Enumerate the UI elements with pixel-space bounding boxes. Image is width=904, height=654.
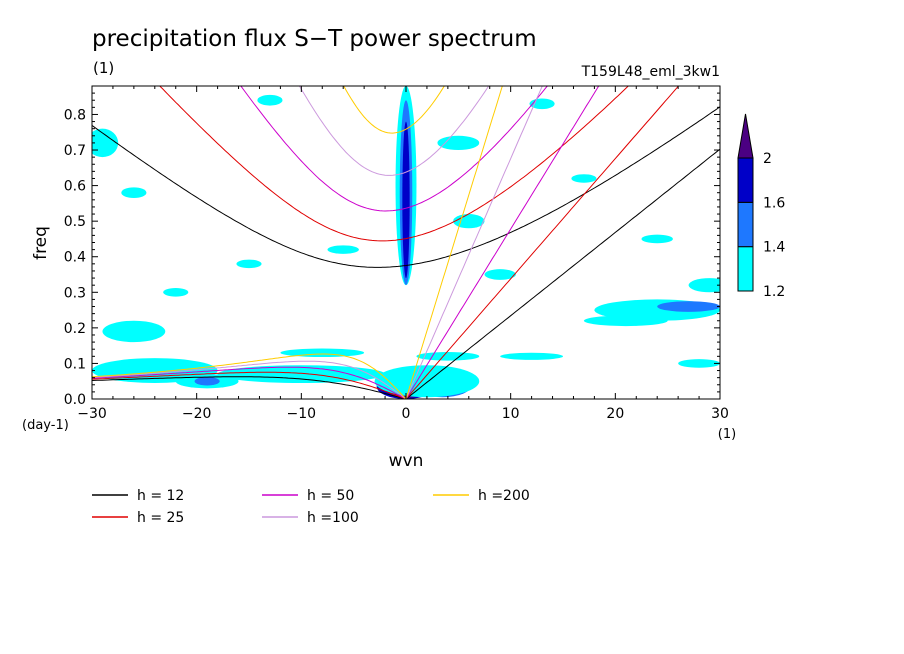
colorbar-label: 2 [763,151,772,167]
colorbar-segment-0 [737,246,754,292]
colorbar-label: 1.2 [763,284,785,300]
heatmap-region-19 [453,214,485,229]
curve-h100-er1 [92,360,407,399]
dispersion-curves [92,86,720,399]
x-axis-unit: (1) [718,427,736,442]
curve-h100-kelvin [405,86,543,399]
heatmap-region-25 [571,174,597,183]
colorbar-label: 1.6 [763,195,785,211]
legend-label-h12: h = 12 [137,488,184,504]
heatmap-region-21 [327,245,359,254]
heatmap-region-22 [236,259,262,269]
x-tick-label: −30 [77,406,107,422]
chart-subtitle-left: (1) [93,59,114,77]
x-axis-label: wvn [389,451,424,471]
x-axis-ticks: −30 −20 −10 0 10 20 30 [77,86,729,422]
chart-title: precipitation flux S−T power spectrum [92,26,537,52]
legend-label-h200: h =200 [478,488,530,504]
y-tick-label: 0.8 [64,107,86,123]
y-tick-label: 0.7 [64,143,86,159]
heatmap-region-15 [102,320,166,343]
curve-h25-kelvin [405,86,680,399]
heatmap-region-14 [688,278,720,293]
heatmap-region-29 [678,359,720,368]
colorbar-segment-2 [737,157,754,203]
y-axis-ticks: 0.0 0.1 0.2 0.3 0.4 0.5 0.6 0.7 0.8 [64,85,720,408]
y-tick-label: 0.5 [64,214,86,230]
heatmap-region-30 [121,187,147,199]
heatmap-region-18 [437,135,480,151]
x-tick-label: −10 [287,406,317,422]
heatmap-region-26 [641,234,673,244]
heatmap-region-27 [163,288,189,297]
curve-h50-er1 [92,366,407,399]
curve-h25-er1 [92,371,407,399]
y-tick-label: 0.4 [64,250,86,266]
x-tick-label: 0 [402,406,411,422]
curve-h12-kelvin [405,148,720,399]
y-tick-label: 0.2 [64,321,86,337]
curve-h12-er1 [92,376,407,399]
heatmap-region-10 [194,376,220,386]
legend-label-h50: h = 50 [307,488,354,504]
x-tick-label: 10 [502,406,520,422]
colorbar-segment-1 [737,201,754,248]
legend-label-h25: h = 25 [137,510,184,526]
heatmap-region-13 [583,315,668,327]
heatmap-region-31 [416,352,480,361]
x-tick-label: 30 [711,406,729,422]
colorbar-label: 1.4 [763,240,785,256]
x-tick-label: −20 [182,406,212,422]
curve-h100-ig1 [298,86,490,176]
y-tick-label: 0.3 [64,285,86,301]
curve-h200-ig1 [343,86,445,134]
curve-h25-ig1 [159,86,630,242]
heatmap-region-20 [484,269,516,280]
curve-h50-ig1 [240,86,548,212]
chart-subtitle-right: T159L48_eml_3kw1 [581,64,720,80]
heatmap-region-3 [374,365,480,398]
y-tick-label: 0.6 [64,179,86,195]
y-tick-label: 0.1 [64,356,86,372]
heatmap-region-6 [402,121,410,279]
curve-h12-ig1 [92,106,720,268]
heatmap-region-23 [257,94,283,106]
heatmap-region-17 [92,128,119,158]
x-tick-label: 20 [606,406,624,422]
colorbar-extension-arrow [737,113,754,159]
y-axis-label: freq [31,226,51,260]
heatmap-regions [92,86,720,399]
legend-label-h100: h =100 [307,510,359,526]
colorbar: 1.2 1.4 1.6 2 [737,113,785,300]
curve-h200-kelvin [405,86,503,399]
heatmap-region-28 [500,352,563,360]
heatmap-region-12 [657,301,720,312]
curve-h50-kelvin [405,86,600,399]
y-axis-unit: (day-1) [22,418,69,433]
legend: h = 12 h = 25 h = 50 h =100 h =200 [92,488,530,526]
y-tick-label: 0.0 [64,392,86,408]
curve-h200-er1 [92,353,407,399]
